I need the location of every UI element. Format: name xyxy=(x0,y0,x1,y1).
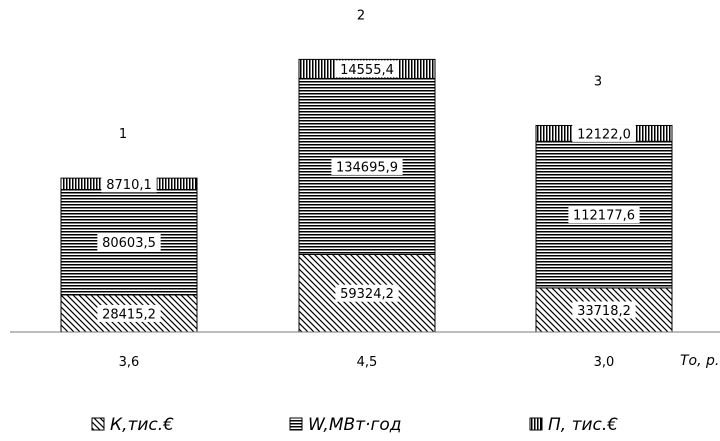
data-label-bg xyxy=(572,301,636,319)
bars-layer: 28415,2 80603,5 8710,1 1 59324,2 134695,9 1455… xyxy=(60,8,673,333)
data-label: 80603,5 xyxy=(102,236,156,251)
legend-label: К,тис.€ xyxy=(110,415,174,435)
legend-swatch-vertical xyxy=(529,417,543,431)
legend-swatch-diagonal xyxy=(91,417,105,431)
legend-label: П, тис.€ xyxy=(548,415,618,435)
legend-swatch-horizontal xyxy=(289,417,303,431)
data-label: 8710,1 xyxy=(106,178,152,193)
data-label: 12122,0 xyxy=(577,127,631,142)
data-label-bg xyxy=(572,124,636,142)
x-tick-label: 4,5 xyxy=(357,355,378,370)
data-label: 112177,6 xyxy=(573,209,635,224)
x-tick-label: 3,0 xyxy=(594,355,615,370)
data-label: 59324,2 xyxy=(340,287,394,302)
bar-number-label: 1 xyxy=(119,127,127,142)
data-label-bg xyxy=(331,157,403,175)
data-label-bg xyxy=(335,60,399,78)
bar-1-segment-horizontal xyxy=(60,189,198,296)
x-axis-title: То, р. xyxy=(680,353,719,369)
legend: К,тис.€ W,МВт·год П, тис.€ xyxy=(91,415,618,435)
data-label: 28415,2 xyxy=(102,307,156,322)
data-label: 14555,4 xyxy=(340,63,394,78)
x-tick-label: 3,6 xyxy=(119,355,140,370)
bar-number-label: 3 xyxy=(594,74,602,89)
x-tick-labels: 3,6 4,5 3,0 xyxy=(119,355,615,370)
data-label: 134695,9 xyxy=(336,160,398,175)
data-label-bg xyxy=(568,206,640,224)
data-label-bg xyxy=(101,175,157,193)
data-label-bg xyxy=(97,233,161,251)
bar-number-label: 2 xyxy=(357,8,365,23)
data-label-bg xyxy=(335,284,399,302)
data-label-bg xyxy=(97,304,161,322)
data-label: 33718,2 xyxy=(577,304,631,319)
legend-label: W,МВт·год xyxy=(308,415,402,435)
